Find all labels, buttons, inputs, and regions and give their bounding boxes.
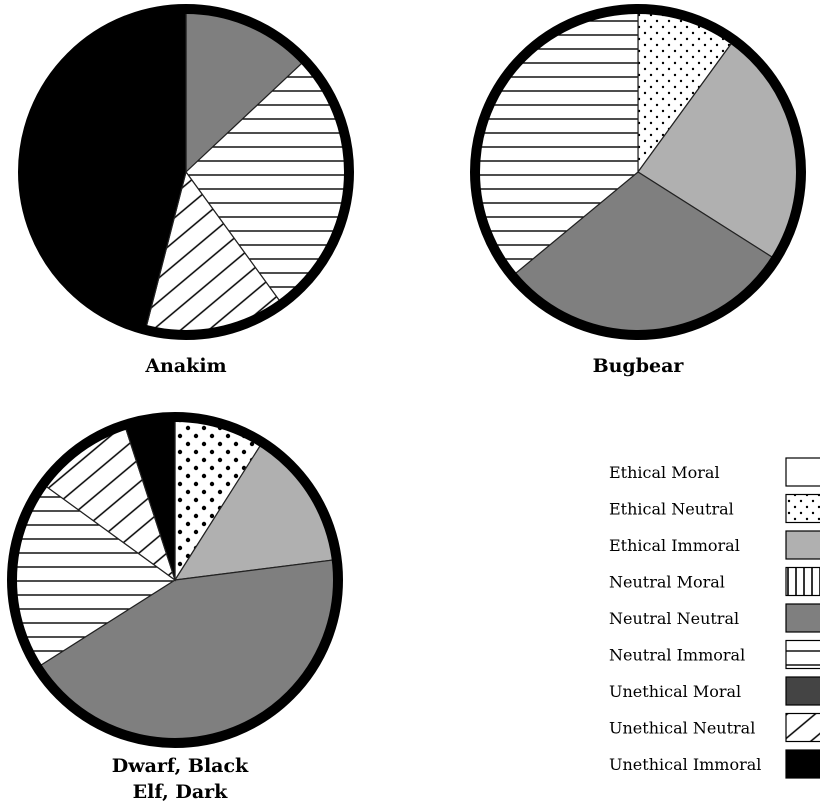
legend-label-ethical-moral: Ethical Moral — [609, 463, 720, 482]
pie-title-dwarf-black: Dwarf, Black — [112, 755, 249, 777]
pie-outline — [470, 4, 806, 340]
legend-label-neutral-immoral: Neutral Immoral — [609, 646, 745, 665]
pie-title-bugbear: Bugbear — [593, 355, 685, 377]
legend-swatch-neutral-immoral — [785, 639, 820, 670]
legend-swatch-ethical-immoral — [785, 530, 820, 560]
legend-swatch-unethical-immoral — [785, 749, 820, 779]
legend-label-unethical-immoral: Unethical Immoral — [609, 755, 761, 774]
pie-title-anakim: Anakim — [144, 355, 226, 377]
legend-swatch-ethical-neutral — [785, 493, 820, 524]
legend-label-ethical-immoral: Ethical Immoral — [609, 536, 740, 555]
pie-chart-anakim — [18, 4, 354, 340]
legend-label-neutral-neutral: Neutral Neutral — [609, 609, 739, 628]
pie-outline — [7, 412, 343, 748]
legend-swatch-neutral-neutral — [785, 603, 820, 633]
legend-label-ethical-neutral: Ethical Neutral — [609, 500, 734, 519]
pie-chart-dwarf-black — [7, 412, 343, 748]
pie-chart-bugbear — [470, 4, 806, 340]
pie-subtitle-elf-dark: Elf, Dark — [133, 781, 228, 803]
legend-swatch-neutral-moral — [785, 566, 820, 597]
legend-label-neutral-moral: Neutral Moral — [609, 573, 725, 592]
pie-outline — [18, 4, 354, 340]
legend-label-unethical-moral: Unethical Moral — [609, 682, 741, 701]
legend-label-unethical-neutral: Unethical Neutral — [609, 719, 755, 738]
legend-swatch-ethical-moral — [785, 457, 820, 487]
legend-swatch-unethical-moral — [785, 676, 820, 706]
legend: Ethical Moral Ethical Neutral Ethical Immo… — [609, 457, 820, 779]
legend-swatch-unethical-neutral — [785, 712, 820, 743]
